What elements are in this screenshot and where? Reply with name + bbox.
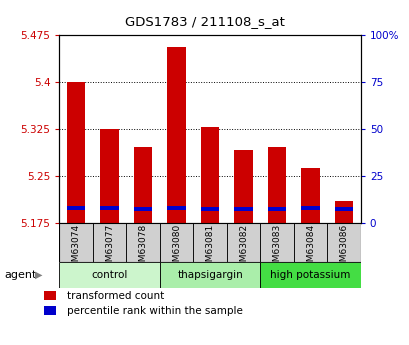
Text: GSM63086: GSM63086: [339, 224, 348, 273]
Bar: [134, 147, 152, 223]
Bar: [45, 306, 56, 315]
Bar: [226, 223, 260, 262]
Text: GDS1783 / 211108_s_at: GDS1783 / 211108_s_at: [125, 16, 284, 29]
Bar: [160, 223, 193, 262]
Bar: [167, 206, 185, 210]
Bar: [301, 206, 319, 210]
Text: GSM63081: GSM63081: [205, 224, 214, 273]
Bar: [126, 223, 160, 262]
Text: GSM63080: GSM63080: [172, 224, 181, 273]
Bar: [260, 262, 360, 288]
Bar: [67, 81, 85, 223]
Text: GSM63074: GSM63074: [72, 224, 81, 273]
Bar: [193, 223, 226, 262]
Text: transformed count: transformed count: [67, 291, 164, 301]
Bar: [100, 206, 119, 210]
Bar: [267, 207, 285, 210]
Bar: [93, 223, 126, 262]
Bar: [167, 47, 185, 223]
Text: GSM63084: GSM63084: [306, 224, 314, 273]
Bar: [100, 129, 119, 223]
Text: high potassium: high potassium: [270, 270, 350, 280]
Bar: [326, 223, 360, 262]
Bar: [45, 292, 56, 300]
Text: control: control: [91, 270, 128, 280]
Text: agent: agent: [4, 270, 36, 280]
Bar: [59, 262, 160, 288]
Bar: [234, 150, 252, 223]
Text: GSM63083: GSM63083: [272, 224, 281, 273]
Bar: [267, 147, 285, 223]
Bar: [134, 207, 152, 210]
Text: percentile rank within the sample: percentile rank within the sample: [67, 306, 243, 316]
Bar: [59, 223, 93, 262]
Bar: [334, 200, 353, 223]
Text: thapsigargin: thapsigargin: [177, 270, 243, 280]
Bar: [334, 207, 353, 211]
Text: GSM63078: GSM63078: [138, 224, 147, 273]
Text: GSM63082: GSM63082: [238, 224, 247, 273]
Bar: [260, 223, 293, 262]
Bar: [200, 127, 219, 223]
Text: ▶: ▶: [35, 270, 42, 280]
Bar: [234, 207, 252, 211]
Bar: [160, 262, 260, 288]
Bar: [67, 206, 85, 210]
Bar: [200, 207, 219, 210]
Text: GSM63077: GSM63077: [105, 224, 114, 273]
Bar: [293, 223, 326, 262]
Bar: [301, 168, 319, 223]
